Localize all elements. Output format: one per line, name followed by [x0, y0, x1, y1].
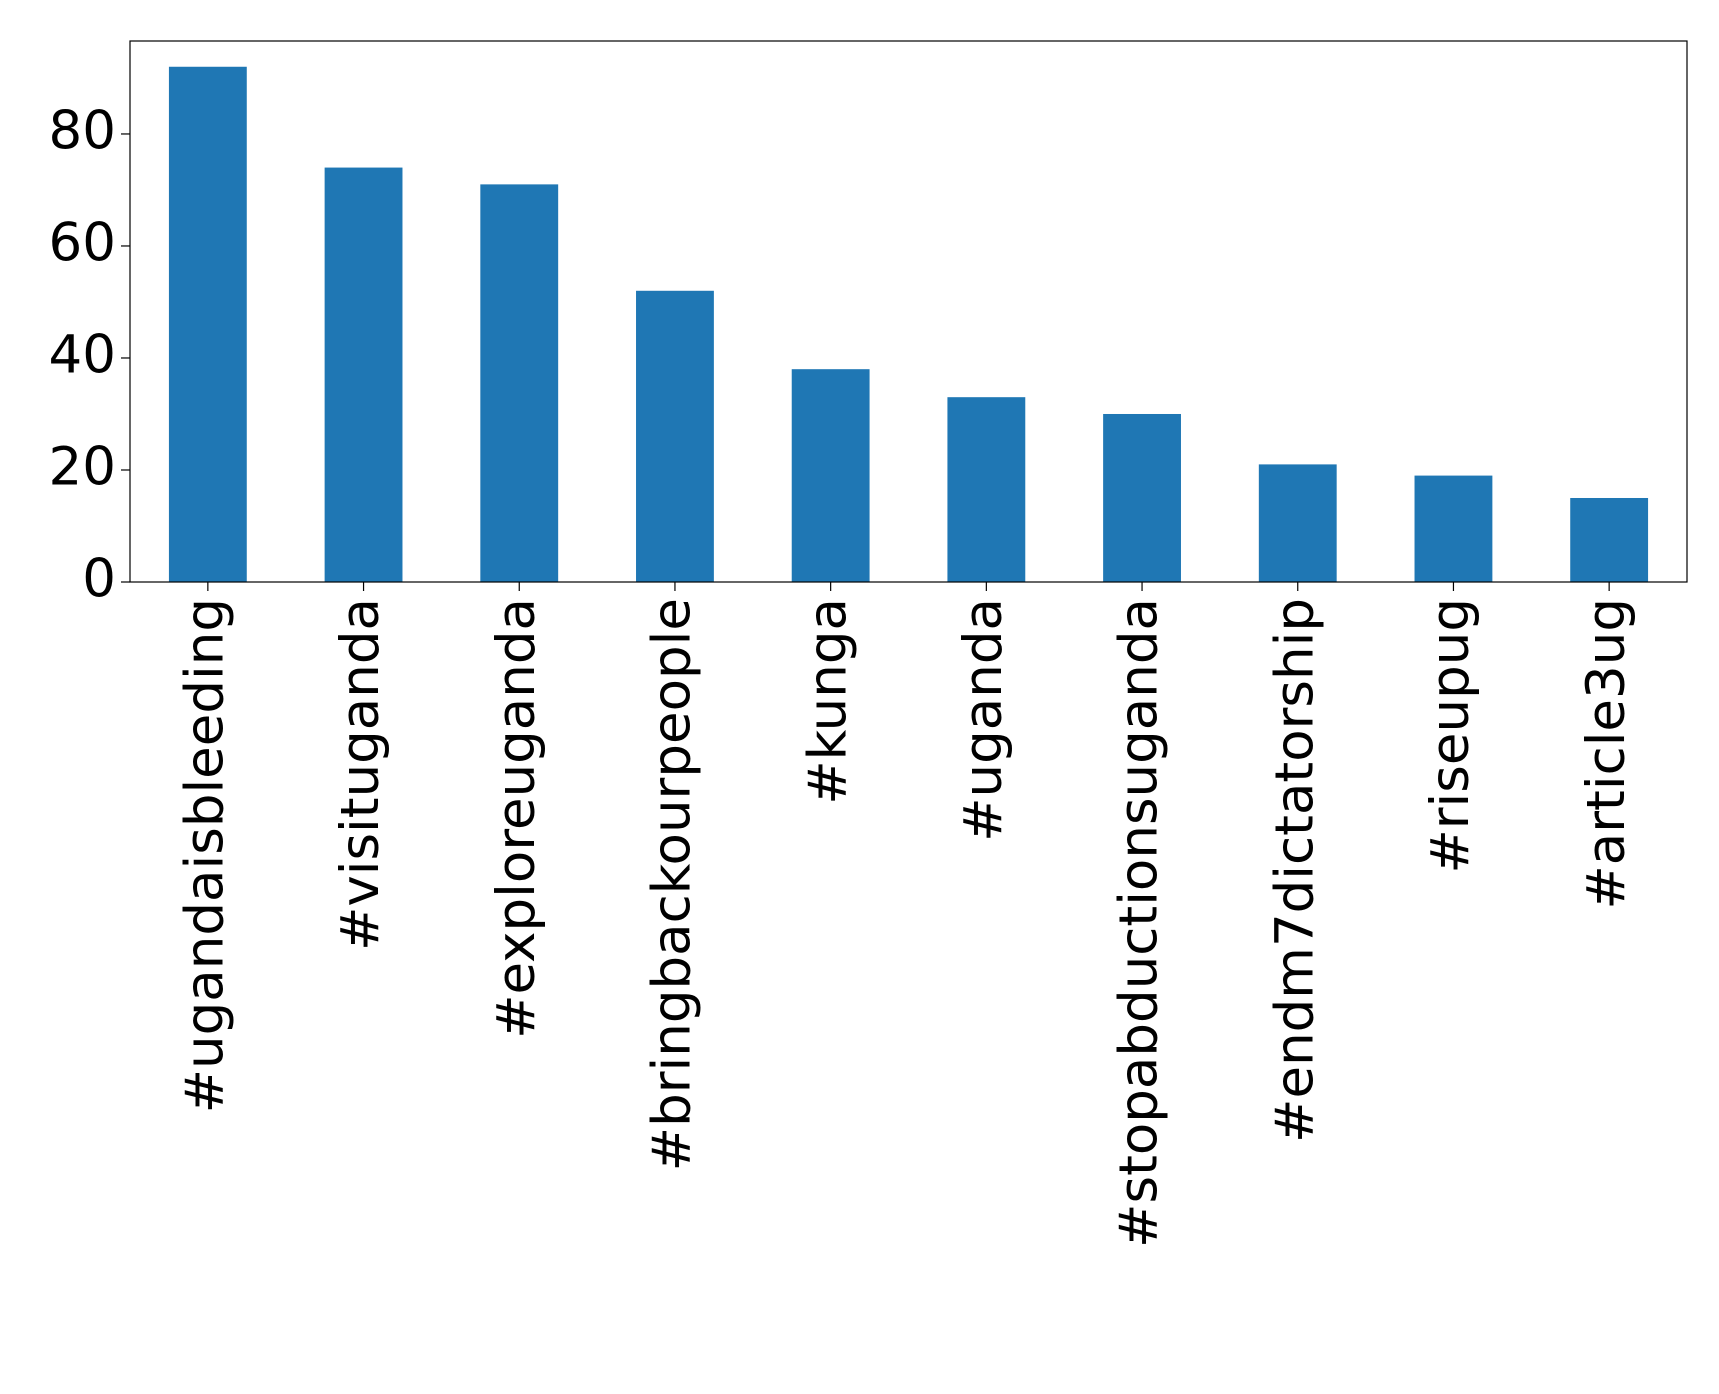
y-tick-label: 40 — [49, 325, 116, 386]
x-tick-label: #endm7dictatorship — [1264, 598, 1325, 1143]
x-tick-label: #exploreuganda — [486, 598, 547, 1039]
y-tick-label: 0 — [82, 549, 116, 610]
x-tick-label: #article3ug — [1576, 598, 1637, 910]
bar — [791, 369, 870, 582]
bar — [168, 66, 247, 582]
bar — [1258, 464, 1337, 582]
x-tick-label: #ugandaisbleeding — [174, 598, 235, 1113]
x-tick-label: #visituganda — [330, 598, 391, 951]
bar — [636, 290, 714, 582]
y-tick-label: 80 — [49, 101, 116, 162]
bar — [480, 184, 559, 582]
y-tick-label: 60 — [49, 213, 116, 274]
bar — [1414, 475, 1493, 582]
bar — [947, 397, 1026, 582]
x-tick-label: #kunga — [797, 598, 858, 805]
x-tick-label: #stopabductionsuganda — [1109, 598, 1170, 1248]
bar — [1103, 413, 1181, 582]
plot-frame — [129, 40, 1688, 583]
bar — [324, 167, 403, 583]
bar — [1570, 497, 1649, 582]
x-tick-label: #riseupug — [1420, 598, 1481, 874]
x-tick-label: #bringbackourpeople — [642, 598, 703, 1171]
y-tick-label: 20 — [49, 437, 116, 498]
x-tick-label: #uganda — [953, 598, 1014, 842]
